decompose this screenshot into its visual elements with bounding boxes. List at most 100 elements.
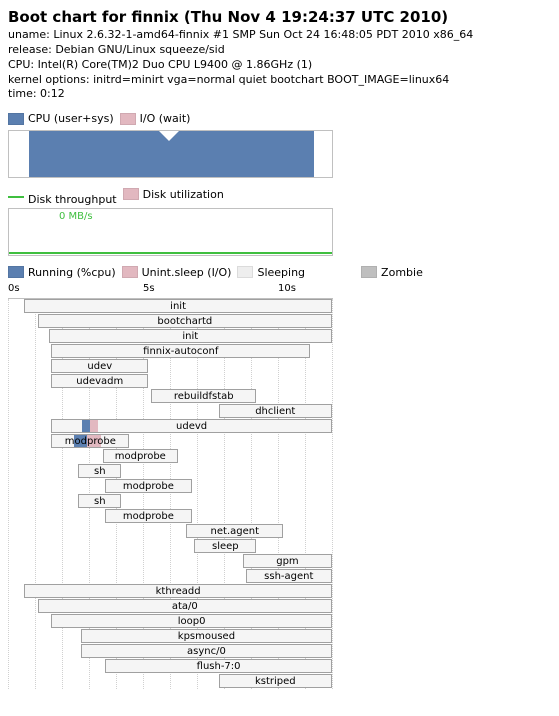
legend-processes: Running (%cpu) Unint.sleep (I/O) Sleeping Z… (8, 266, 551, 282)
axis-tick: 0s (8, 283, 20, 294)
process-row: ssh-agent (8, 569, 333, 584)
process-bar: kthreadd (24, 584, 332, 598)
process-row: modprobe (8, 479, 333, 494)
process-label: modprobe (115, 451, 166, 462)
process-label: udev (87, 361, 112, 372)
process-label: udevadm (76, 376, 123, 387)
process-label: async/0 (187, 646, 226, 657)
disk-throughput-line (9, 252, 332, 254)
meta-time: time: 0:12 (8, 87, 551, 102)
time-axis: 0s5s10s (8, 283, 333, 297)
meta-cpu: CPU: Intel(R) Core(TM)2 Duo CPU L9400 @ … (8, 58, 551, 73)
process-row: modprobe (8, 449, 333, 464)
process-bar: init (24, 299, 332, 313)
process-bar: sh (78, 494, 121, 508)
process-bar: finnix-autoconf (51, 344, 310, 358)
axis-tick: 10s (278, 283, 296, 294)
process-label: loop0 (178, 616, 206, 627)
legend-label: I/O (wait) (140, 112, 191, 125)
process-label: flush-7:0 (197, 661, 241, 672)
process-bar: bootchartd (38, 314, 332, 328)
process-row: net.agent (8, 524, 333, 539)
process-label: ssh-agent (264, 571, 313, 582)
process-label: rebuildfstab (174, 391, 234, 402)
process-bar: modprobe (51, 434, 129, 448)
legend-item: Disk throughput (8, 193, 117, 206)
process-row: kstriped (8, 674, 333, 689)
process-row: loop0 (8, 614, 333, 629)
process-label: sleep (212, 541, 239, 552)
process-bar: modprobe (105, 509, 191, 523)
legend-label: Unint.sleep (I/O) (142, 266, 232, 279)
legend-disk: Disk throughput Disk utilization (8, 188, 551, 206)
process-row: modprobe (8, 434, 333, 449)
process-row: sh (8, 464, 333, 479)
process-row: gpm (8, 554, 333, 569)
process-label: modprobe (123, 511, 174, 522)
process-bar: udev (51, 359, 148, 373)
page-title: Boot chart for finnix (Thu Nov 4 19:24:3… (8, 8, 551, 26)
process-bar: modprobe (105, 479, 191, 493)
process-row: rebuildfstab (8, 389, 333, 404)
process-bar: kstriped (219, 674, 332, 688)
process-label: kpsmoused (178, 631, 235, 642)
process-bar: kpsmoused (81, 629, 332, 643)
process-bar: sleep (194, 539, 256, 553)
process-row: ata/0 (8, 599, 333, 614)
legend-item: Zombie (361, 266, 423, 279)
legend-item: Sleeping (237, 266, 305, 279)
legend-label: Disk throughput (28, 193, 117, 206)
process-row: init (8, 299, 333, 314)
process-bar: modprobe (103, 449, 179, 463)
process-bar: net.agent (186, 524, 283, 538)
legend-label: Disk utilization (143, 188, 224, 201)
legend-item: Disk utilization (123, 188, 224, 201)
process-bar: udevadm (51, 374, 148, 388)
gantt-rows: init bootchartd init finnix-autoconf udev ude… (8, 298, 333, 689)
process-row: udev (8, 359, 333, 374)
process-label: kstriped (255, 676, 296, 687)
legend-label: Running (%cpu) (28, 266, 116, 279)
meta-release: release: Debian GNU/Linux squeeze/sid (8, 43, 551, 58)
process-row: flush-7:0 (8, 659, 333, 674)
process-gantt: 0s5s10s init bootchartd init finnix-autocon… (8, 283, 333, 689)
process-row: sleep (8, 539, 333, 554)
process-row: udevd (8, 419, 333, 434)
process-label: ata/0 (172, 601, 198, 612)
process-bar: flush-7:0 (105, 659, 332, 673)
process-bar: init (49, 329, 333, 343)
process-bar: async/0 (81, 644, 332, 658)
process-row: finnix-autoconf (8, 344, 333, 359)
process-label: bootchartd (157, 316, 212, 327)
process-bar: udevd (51, 419, 332, 433)
process-row: init (8, 329, 333, 344)
process-bar: ata/0 (38, 599, 332, 613)
process-bar: sh (78, 464, 121, 478)
process-label: modprobe (65, 436, 116, 447)
legend-label: CPU (user+sys) (28, 112, 114, 125)
legend-label: Sleeping (257, 266, 305, 279)
process-row: dhclient (8, 404, 333, 419)
meta-uname: uname: Linux 2.6.32-1-amd64-finnix #1 SM… (8, 28, 551, 43)
process-row: async/0 (8, 644, 333, 659)
meta-kernel: kernel options: initrd=minirt vga=normal… (8, 73, 551, 88)
process-label: sh (94, 466, 106, 477)
process-label: modprobe (123, 481, 174, 492)
process-label: sh (94, 496, 106, 507)
process-bar: rebuildfstab (151, 389, 256, 403)
process-label: init (182, 331, 198, 342)
cpu-chart (8, 130, 333, 178)
process-label: kthreadd (156, 586, 201, 597)
disk-chart: 0 MB/s (8, 208, 333, 256)
process-row: sh (8, 494, 333, 509)
legend-item: I/O (wait) (120, 112, 191, 125)
process-row: modprobe (8, 509, 333, 524)
process-label: dhclient (255, 406, 295, 417)
process-label: net.agent (211, 526, 259, 537)
process-bar: loop0 (51, 614, 332, 628)
process-row: bootchartd (8, 314, 333, 329)
process-bar: dhclient (219, 404, 332, 418)
process-label: finnix-autoconf (143, 346, 218, 357)
process-row: kpsmoused (8, 629, 333, 644)
legend-item: CPU (user+sys) (8, 112, 114, 125)
